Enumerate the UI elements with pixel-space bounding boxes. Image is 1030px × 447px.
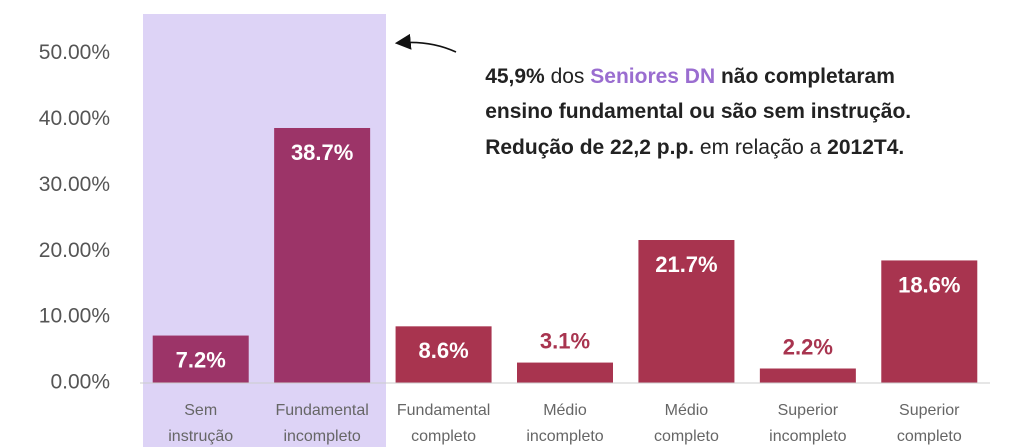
value-label: 2.2%: [783, 334, 833, 359]
x-tick-label: Sem instrução: [168, 402, 233, 445]
x-tick-label: Fundamental incompleto: [275, 402, 368, 445]
x-tick-label: Superior completo: [897, 402, 962, 445]
x-tick-label: Superior incompleto: [769, 402, 846, 445]
y-tick-label: 50.00%: [39, 41, 110, 64]
value-label: 21.7%: [655, 252, 717, 277]
bar: [152, 335, 249, 383]
annotation-line: ensino fundamental ou são sem instrução.: [456, 100, 929, 123]
x-tick-label: Médio completo: [654, 402, 719, 445]
value-label: 38.7%: [291, 140, 353, 165]
y-tick-label: 0.00%: [50, 371, 110, 394]
annotation-text: 45,9%: [485, 65, 545, 88]
value-label: 7.2%: [176, 347, 226, 372]
x-tick-label: Fundamental completo: [397, 402, 490, 445]
annotation-text: Seniores DN: [590, 65, 715, 88]
bar: [274, 127, 371, 383]
annotation-text: ensino fundamental ou são sem instrução.: [485, 100, 911, 123]
y-tick-label: 30.00%: [39, 173, 110, 196]
bar: [517, 362, 613, 383]
annotation-text: em relação a: [694, 136, 827, 159]
annotation-text: 2012T4.: [827, 136, 904, 159]
annotation-text: não completaram: [715, 65, 895, 88]
annotation-line: 45,9% dos Seniores DN não completaram: [456, 65, 912, 88]
annotation-text: Redução de 22,2 p.p.: [485, 136, 694, 159]
annotation-text: dos: [545, 65, 591, 88]
x-tick-label: Médio incompleto: [526, 402, 603, 445]
bar: [759, 368, 856, 383]
annotation-arrow: [394, 33, 457, 53]
bar: [638, 240, 735, 383]
value-label: 3.1%: [540, 328, 590, 353]
y-tick-label: 20.00%: [39, 239, 110, 262]
value-label: 18.6%: [898, 272, 960, 297]
annotation-line: Redução de 22,2 p.p. em relação a 2012T4…: [456, 136, 922, 159]
bar: [395, 326, 492, 383]
bar: [881, 260, 978, 383]
y-tick-label: 10.00%: [39, 305, 110, 328]
y-tick-label: 40.00%: [39, 107, 110, 130]
value-label: 8.6%: [418, 338, 468, 363]
